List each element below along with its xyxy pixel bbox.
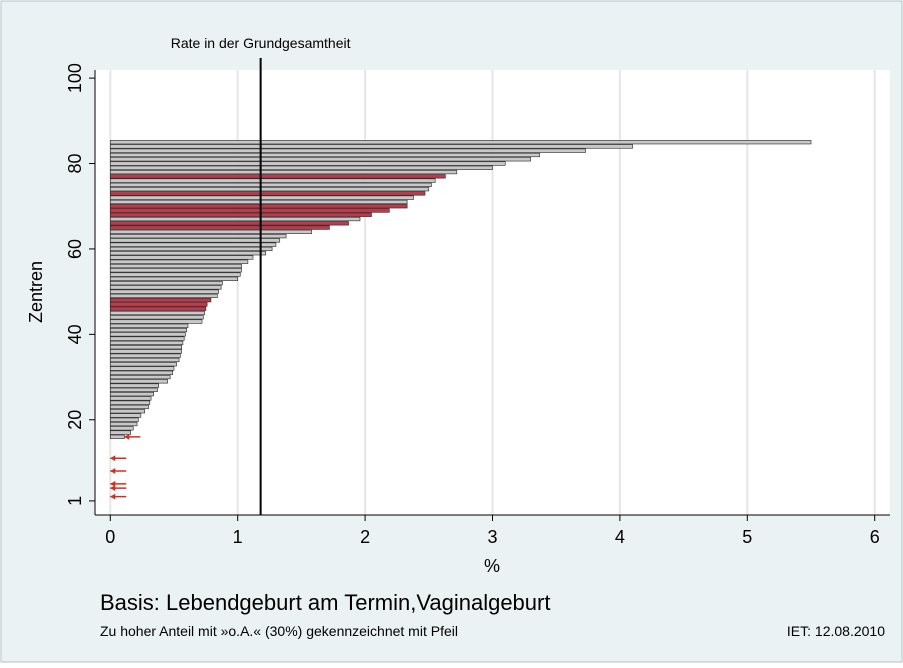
bar [109,396,152,401]
bar [109,306,207,311]
bar [109,409,145,414]
bar [109,234,287,239]
bar [109,298,212,303]
stamp: IET: 12.08.2010 [787,623,885,639]
bar [109,366,175,371]
bar [109,319,203,324]
bar [109,400,151,405]
bar [109,285,222,290]
bar [109,281,223,286]
bar [109,327,188,333]
x-axis-label: % [484,556,500,576]
bar [109,238,281,243]
bar [109,268,242,273]
arrow-head [110,455,116,462]
bar [109,178,436,183]
bar [109,221,349,226]
arrow-head [124,433,130,440]
bar [109,379,168,384]
bar [109,199,408,205]
bar [109,370,174,375]
bar [109,259,249,264]
bar [109,315,204,320]
arrow-head [110,493,116,500]
bar [109,293,218,299]
bar [109,357,180,363]
bar [109,383,160,388]
bar [109,148,586,153]
bar [109,212,372,217]
x-tick-label: 3 [487,527,497,547]
bar [109,140,812,145]
reference-label: Rate in der Grundgesamtheit [171,35,351,51]
y-tick-label: 100 [65,63,85,93]
bar [109,255,254,260]
bar [109,421,138,427]
bar [109,336,185,341]
x-tick-label: 2 [360,527,370,547]
bar [109,191,426,196]
bar [109,345,182,350]
bar [109,434,125,439]
bar [109,332,186,337]
bar [109,426,134,431]
bar [109,263,242,269]
bar [109,152,540,158]
bar [109,272,241,277]
bar [109,161,506,166]
x-tick-label: 5 [742,527,752,547]
bar [109,195,414,200]
arrow-head [110,485,116,492]
bar [109,276,238,281]
bar [109,157,532,162]
bar [109,349,182,354]
bar [109,404,149,410]
bar [109,413,142,418]
y-tick-label: 20 [65,410,85,430]
y-tick-label: 40 [65,324,85,344]
bar [109,310,205,316]
bar [109,174,446,179]
y-tick-label: 1 [65,496,85,506]
y-tick-label: 80 [65,154,85,174]
bar [109,251,267,256]
bar [109,353,181,358]
bar [109,374,171,380]
bar [109,229,312,234]
y-tick-label: 60 [65,239,85,259]
bar [109,387,158,392]
y-axis-label: Zentren [26,261,46,323]
bar [109,430,131,435]
bar [109,204,408,209]
bar [109,417,139,422]
bar [109,208,390,213]
bar [109,182,432,187]
bar [109,289,219,294]
note: Zu hoher Anteil mit »o.A.« (30%) gekennz… [100,623,458,639]
x-tick-label: 1 [233,527,243,547]
bar [109,362,177,367]
bar [109,169,458,175]
bar [109,242,277,247]
bar [109,323,189,328]
bar [109,302,208,307]
bar [109,392,154,397]
footer: Basis: Lebendgeburt am Termin,Vaginalgeb… [100,590,550,615]
x-tick-label: 0 [105,527,115,547]
bar [109,225,330,230]
x-tick-label: 6 [870,527,880,547]
arrow-head [110,468,116,475]
bar [109,165,493,170]
bar [109,340,184,345]
bar [109,246,273,252]
x-tick-label: 4 [615,527,625,547]
bar [109,187,430,192]
arrow-head [110,480,116,487]
bar [109,144,633,149]
bar [109,216,361,222]
